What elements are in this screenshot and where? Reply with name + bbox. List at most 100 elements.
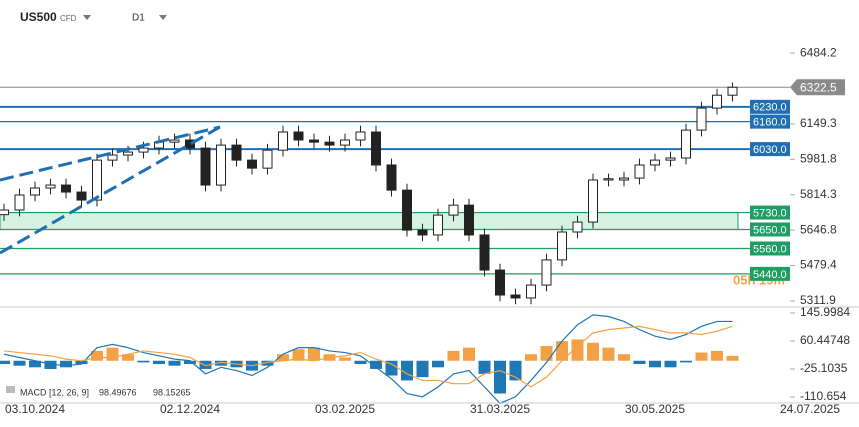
candle-body bbox=[123, 151, 133, 156]
macd-histogram-bar bbox=[711, 350, 723, 361]
y-tick-label: 5981.8 bbox=[800, 151, 837, 165]
level-label-box bbox=[750, 142, 790, 157]
macd-histogram-bar bbox=[633, 360, 646, 365]
macd-histogram-bar bbox=[308, 347, 320, 361]
candle-body bbox=[14, 194, 25, 211]
candle-body bbox=[495, 269, 505, 296]
x-tick-label: 30.05.2025 bbox=[625, 402, 685, 416]
macd-histogram-bar bbox=[695, 352, 708, 361]
candle-body bbox=[727, 86, 738, 96]
level-label-box bbox=[750, 222, 790, 237]
candle-body bbox=[479, 234, 490, 271]
y-tick-label: 60.44748 bbox=[800, 333, 850, 347]
candle-body bbox=[557, 231, 567, 261]
macd-histogram-bar bbox=[153, 360, 165, 365]
candle-body bbox=[650, 159, 660, 166]
candle-body bbox=[278, 131, 288, 151]
y-tick-label: 5646.8 bbox=[800, 222, 837, 236]
x-tick-label: 03.02.2025 bbox=[315, 402, 375, 416]
level-label: 6160.0 bbox=[753, 117, 787, 129]
level-label: 5650.0 bbox=[753, 224, 787, 236]
x-tick-label: 02.12.2024 bbox=[160, 402, 220, 416]
macd-histogram-bar bbox=[602, 347, 615, 361]
candle-body bbox=[402, 189, 412, 231]
candle-body bbox=[433, 214, 443, 236]
macd-histogram-bar bbox=[447, 350, 460, 361]
macd-histogram-bar bbox=[122, 354, 134, 361]
macd-histogram-bar bbox=[91, 350, 103, 361]
x-tick-label: 03.10.2024 bbox=[5, 402, 65, 416]
x-tick-label: 24.07.2025 bbox=[780, 402, 840, 416]
trend-line bbox=[0, 125, 221, 255]
macd-histogram-bar bbox=[60, 360, 72, 368]
candle-body bbox=[510, 294, 521, 299]
macd-histogram-bar bbox=[29, 360, 41, 368]
timeframe[interactable]: D1 bbox=[132, 13, 145, 24]
macd-histogram-bar bbox=[571, 339, 584, 361]
macd-histogram-bar bbox=[261, 360, 274, 366]
candle-body bbox=[696, 107, 707, 131]
indicator-icon[interactable] bbox=[6, 386, 15, 393]
dropdown-arrow[interactable] bbox=[83, 15, 91, 20]
candle-body bbox=[588, 179, 598, 223]
level-label: 5560.0 bbox=[753, 243, 787, 255]
macd-histogram-bar bbox=[13, 360, 26, 366]
macd-histogram-bar bbox=[726, 355, 739, 361]
macd-histogram-bar bbox=[0, 360, 10, 365]
macd-histogram-bar bbox=[664, 360, 677, 368]
macd-value: 98.49676 bbox=[99, 387, 137, 397]
candle-body bbox=[0, 209, 9, 216]
x-tick-label: 31.03.2025 bbox=[470, 402, 530, 416]
candle-body bbox=[541, 259, 552, 286]
y-tick-label: -25.1035 bbox=[800, 361, 848, 375]
candle-body bbox=[371, 131, 381, 166]
macd-histogram-bar bbox=[680, 360, 692, 363]
candle-body bbox=[634, 164, 645, 179]
dropdown-arrow[interactable] bbox=[159, 15, 167, 20]
symbol[interactable]: US500 bbox=[20, 10, 57, 24]
macd-histogram-bar bbox=[540, 346, 553, 361]
candle-body bbox=[293, 131, 304, 141]
candle-body bbox=[247, 159, 257, 169]
candle-body bbox=[107, 154, 118, 161]
candle-body bbox=[526, 284, 536, 299]
candle-body bbox=[712, 94, 722, 109]
candle-body bbox=[169, 139, 180, 143]
candle-body bbox=[45, 184, 56, 189]
candle-body bbox=[262, 149, 273, 169]
macd-histogram-bar bbox=[618, 354, 630, 361]
candle-body bbox=[572, 221, 583, 233]
macd-histogram-bar bbox=[277, 354, 289, 361]
macd-histogram-bar bbox=[44, 360, 57, 369]
macd-histogram-bar bbox=[385, 360, 398, 376]
macd-histogram-bar bbox=[649, 360, 661, 368]
candle-body bbox=[61, 184, 71, 193]
candle-body bbox=[464, 204, 474, 236]
candle-body bbox=[619, 177, 629, 181]
candle-body bbox=[355, 131, 366, 141]
candle-body bbox=[448, 204, 459, 216]
macd-line bbox=[3, 325, 733, 388]
macd-histogram-bar bbox=[106, 347, 119, 361]
y-tick-label: 5479.4 bbox=[800, 258, 837, 272]
level-label-box bbox=[750, 114, 790, 129]
level-label-box bbox=[750, 266, 790, 281]
candle-body bbox=[30, 187, 40, 196]
y-tick-label: -110.654 bbox=[800, 389, 847, 403]
candle-body bbox=[340, 139, 350, 146]
plot-area: 05h 19m6230.06160.06030.05730.05650.0556… bbox=[0, 82, 790, 405]
candle-body bbox=[216, 144, 226, 186]
candle-body bbox=[309, 139, 319, 143]
macd-histogram-bar bbox=[339, 357, 351, 361]
macd-histogram-bar bbox=[494, 360, 506, 394]
macd-histogram-bar bbox=[370, 360, 382, 369]
level-label-box bbox=[750, 205, 790, 220]
macd-histogram-bar bbox=[75, 360, 88, 365]
trend-line bbox=[0, 125, 221, 182]
macd-histogram-bar bbox=[168, 360, 181, 366]
macd-histogram-bar bbox=[478, 360, 491, 374]
macd-histogram-bar bbox=[432, 360, 444, 368]
current-price-label: 6322.5 bbox=[800, 80, 837, 94]
macd-histogram-bar bbox=[587, 342, 599, 361]
